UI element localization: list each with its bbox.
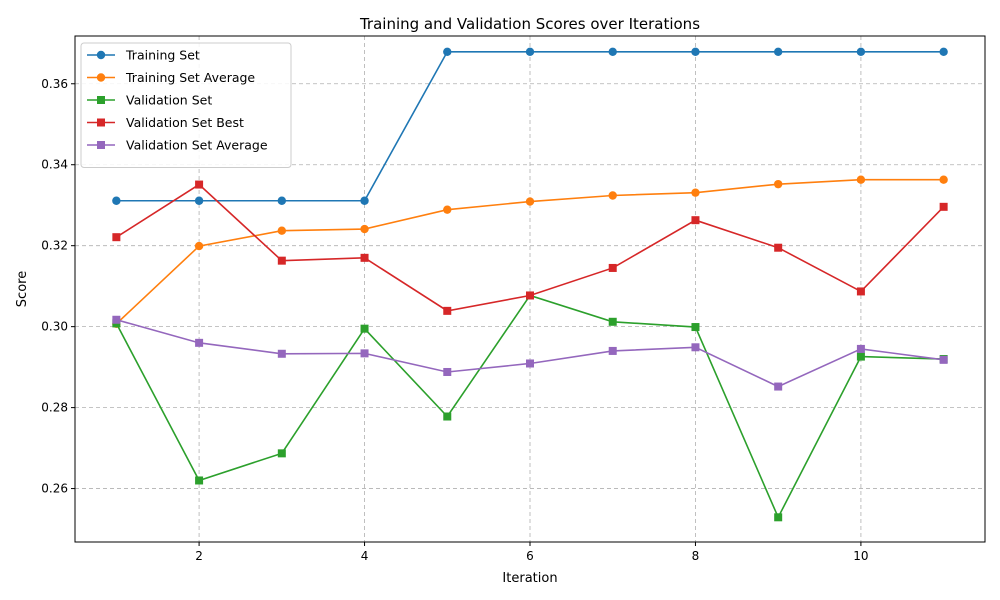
data-point	[691, 47, 700, 56]
x-tick-label: 8	[692, 549, 700, 563]
data-point	[443, 47, 452, 56]
data-point	[774, 382, 783, 391]
y-tick-label: 0.34	[41, 158, 68, 172]
x-tick-label: 6	[526, 549, 534, 563]
data-point	[277, 449, 286, 458]
data-point	[360, 253, 369, 262]
data-point	[195, 476, 204, 485]
legend-label: Validation Set Best	[126, 115, 244, 130]
data-point	[443, 306, 452, 315]
data-point	[360, 224, 369, 234]
data-point	[691, 216, 700, 225]
legend-swatch-marker	[96, 73, 106, 82]
data-point	[195, 180, 204, 189]
data-point	[443, 367, 452, 376]
data-point	[691, 343, 700, 352]
y-tick-label: 0.32	[41, 239, 68, 253]
legend-swatch-marker	[96, 50, 106, 60]
legend-entry: Training Set	[87, 48, 200, 63]
legend-swatch-marker	[97, 141, 105, 149]
data-point	[608, 47, 617, 56]
data-point	[608, 346, 617, 355]
series-validation-set-best	[112, 180, 948, 315]
data-point	[360, 324, 369, 333]
y-tick-label: 0.28	[41, 401, 68, 415]
y-axis-label: Score	[15, 271, 30, 307]
legend-entry: Validation Set Best	[87, 115, 244, 130]
legend-label: Validation Set	[126, 93, 212, 108]
data-point	[773, 47, 783, 56]
legend-label: Validation Set Average	[126, 138, 268, 153]
data-point	[194, 196, 204, 205]
legend-label: Training Set Average	[125, 70, 255, 85]
y-tick-label: 0.36	[41, 77, 68, 91]
data-point	[856, 352, 865, 361]
data-point	[526, 291, 534, 300]
x-tick-label: 2	[195, 549, 203, 563]
data-point	[360, 349, 369, 358]
data-point	[277, 196, 287, 205]
y-tick-label: 0.26	[41, 482, 68, 496]
data-point	[277, 349, 286, 358]
series-training-set	[112, 47, 948, 205]
x-axis-label: Iteration	[502, 571, 557, 586]
legend: Training Set Training Set Average Validati…	[80, 42, 292, 168]
data-point	[525, 197, 535, 206]
data-point	[112, 315, 121, 324]
data-point	[608, 191, 617, 200]
legend-swatch-marker	[97, 118, 105, 127]
chart-title: Training and Validation Scores over Iter…	[359, 15, 700, 33]
y-tick-label: 0.30	[41, 320, 68, 334]
data-point	[939, 47, 948, 56]
data-point	[939, 355, 948, 364]
data-point	[443, 205, 452, 214]
data-point	[856, 47, 866, 56]
data-point	[112, 196, 121, 205]
data-point	[691, 188, 700, 197]
data-point	[856, 344, 865, 353]
data-point	[525, 47, 535, 56]
data-point	[939, 175, 948, 184]
data-point	[277, 256, 286, 265]
data-point	[195, 338, 204, 347]
data-point	[443, 412, 452, 421]
legend-label: Training Set	[125, 48, 200, 63]
data-point	[360, 196, 369, 205]
x-tick-label: 4	[361, 549, 369, 563]
data-point	[277, 226, 287, 235]
data-point	[856, 287, 865, 296]
x-tick-label: 10	[853, 549, 868, 563]
data-point	[608, 263, 617, 272]
data-point	[774, 513, 783, 522]
data-point	[112, 233, 121, 242]
data-point	[856, 175, 866, 184]
legend-swatch-marker	[97, 96, 105, 104]
data-point	[691, 323, 700, 332]
data-point	[608, 317, 617, 326]
legend-box	[80, 42, 292, 168]
data-point	[939, 202, 948, 211]
legend-entry: Validation Set	[87, 93, 212, 108]
data-point	[774, 243, 783, 252]
ticks: 2 4 6 8 10 0.26 0.28 0.30 0.32 0.34 0.36	[41, 77, 868, 563]
legend-entry: Validation Set Average	[87, 138, 268, 153]
legend-entry: Training Set Average	[87, 70, 255, 85]
data-point	[526, 359, 534, 368]
data-point	[773, 179, 783, 189]
series-layer	[112, 47, 948, 522]
data-point	[194, 241, 204, 251]
series-validation-set-average	[112, 315, 948, 391]
